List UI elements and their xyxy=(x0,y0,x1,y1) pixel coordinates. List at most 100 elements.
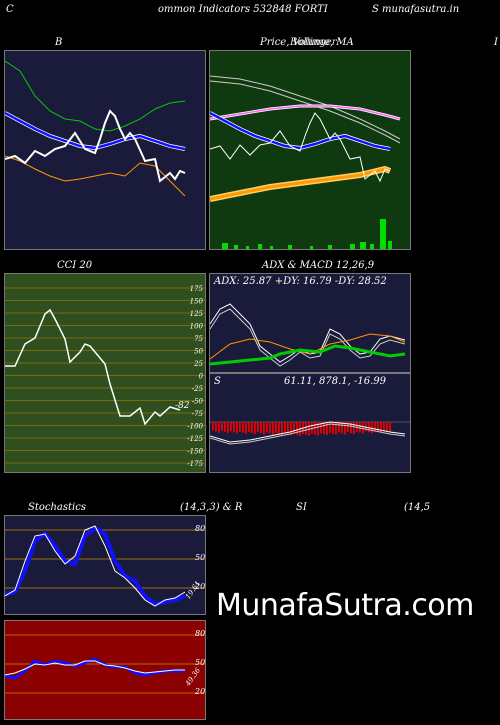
macd-histogram-bar xyxy=(254,422,256,435)
bb-middle-band xyxy=(5,111,186,151)
price-ma-magenta xyxy=(210,105,401,120)
macd-histogram-bar xyxy=(215,422,217,432)
macd-histogram-bar xyxy=(374,422,376,432)
macd-histogram-bar xyxy=(389,422,391,433)
macd-histogram-bar xyxy=(266,422,268,433)
cci-chart: 175 150 125 100 75 50 25 0 -25 -50 -75 -100 -125 -150… xyxy=(5,285,205,468)
price-panel xyxy=(209,50,411,250)
cci-tick-label: -175 xyxy=(187,460,203,468)
macd-histogram-bar xyxy=(236,422,238,434)
rsi-panel: 49.36 80 50 20 xyxy=(4,620,206,720)
adx-chart xyxy=(210,303,406,367)
stoch-label: Stochastics xyxy=(28,502,86,513)
macd-histogram-bar xyxy=(380,422,382,433)
macd-histogram-bar xyxy=(278,422,280,435)
price-ma-long-1 xyxy=(210,75,401,140)
adx-panel-label: ADX & MACD 12,26,9 xyxy=(262,260,375,271)
price-ma-blue-outer xyxy=(210,111,391,151)
price-panel-label: Price, Volume, MA xyxy=(260,37,354,48)
cci-tick-label: 25 xyxy=(193,360,203,368)
macd-histogram-bar xyxy=(344,422,346,435)
cci-tick-label: -150 xyxy=(187,448,203,456)
rsi-params: (14,5 xyxy=(404,502,431,513)
macd-signal-line xyxy=(210,423,406,445)
macd-histogram-bar xyxy=(311,422,313,434)
adx-orange-line xyxy=(210,333,406,360)
adx-minus-dy xyxy=(210,308,406,367)
cci-tick-label: 125 xyxy=(190,310,204,318)
cci-tick-label: -100 xyxy=(187,423,203,431)
macd-histogram-bar xyxy=(224,422,226,432)
cci-current-value: -82 xyxy=(175,401,190,411)
stoch-d-line xyxy=(5,525,186,607)
bb-lower-band xyxy=(5,155,186,197)
macd-histogram-bar xyxy=(275,422,277,433)
macd-histogram-bar xyxy=(338,422,340,433)
cci-panel-label: CCI 20 xyxy=(57,260,93,271)
bb-middle-band-outer xyxy=(5,111,186,151)
macd-histogram-bar xyxy=(263,422,265,435)
stoch-tick-50: 50 xyxy=(195,553,206,562)
site-label: S munafasutra.in xyxy=(372,4,460,15)
macd-histogram-bar xyxy=(341,422,343,434)
cci-tick-label: -125 xyxy=(187,435,203,443)
macd-left-label: S xyxy=(214,376,221,387)
rsi-tick-80: 80 xyxy=(195,629,206,638)
cci-tick-label: -75 xyxy=(192,410,204,418)
chart-title: ommon Indicators 532848 FORTI xyxy=(158,4,328,15)
macd-histogram-bar xyxy=(323,422,325,435)
rsi-white-line xyxy=(5,660,185,676)
cci-tick-label: -25 xyxy=(192,385,204,393)
macd-line xyxy=(210,421,406,443)
stoch-k-line xyxy=(5,525,186,607)
macd-histogram-bar xyxy=(269,422,271,434)
stoch-params: (14,3,3) & R xyxy=(180,502,243,513)
macd-histogram-bar xyxy=(290,422,292,436)
macd-histogram-bar xyxy=(296,422,298,435)
macd-histogram-bar xyxy=(293,422,295,434)
bb-price-line xyxy=(5,109,186,183)
cci-tick-label: 75 xyxy=(194,335,203,343)
macd-histogram-bar xyxy=(326,422,328,436)
macd-histogram-bar xyxy=(230,422,232,432)
macd-histogram-bar xyxy=(251,422,253,433)
stoch-tick-20: 20 xyxy=(195,582,206,591)
stochastic-chart xyxy=(5,525,205,607)
cci-panel: 175 150 125 100 75 50 25 0 -25 -50 -75 -100 -125 -150… xyxy=(4,273,206,473)
macd-histogram-bar xyxy=(212,422,214,431)
macd-histogram-bar xyxy=(245,422,247,434)
macd-histogram-bar xyxy=(305,422,307,435)
bb-upper-band xyxy=(5,60,186,132)
macd-histogram-bar xyxy=(383,422,385,431)
macd-histogram-bar xyxy=(377,422,379,432)
price-ma-orange xyxy=(210,167,391,201)
macd-histogram-bar xyxy=(260,422,262,434)
macd-histogram-bar xyxy=(227,422,229,433)
macd-histogram-bar xyxy=(317,422,319,436)
rsi-chart xyxy=(5,634,205,694)
rsi-tick-20: 20 xyxy=(195,687,206,696)
cci-tick-label: 100 xyxy=(190,323,204,331)
right-edge-label: I xyxy=(494,37,498,48)
bollinger-panel xyxy=(4,50,206,250)
cci-tick-label: 0 xyxy=(199,373,204,381)
rsi-label: SI xyxy=(296,502,307,513)
price-overlay-label: Bollinger xyxy=(290,37,337,48)
macd-histogram-bar xyxy=(287,422,289,435)
macd-histogram-bar xyxy=(233,422,235,433)
cci-tick-label: 175 xyxy=(190,285,204,293)
macd-histogram-bar xyxy=(281,422,283,436)
header-left-char: C xyxy=(6,4,14,15)
macd-histogram-bar xyxy=(362,422,364,434)
macd-histogram-bar xyxy=(335,422,337,435)
adx-green-line xyxy=(210,344,406,366)
cci-tick-label: -50 xyxy=(192,398,204,406)
macd-histogram-bar xyxy=(239,422,241,432)
macd-readout: 61.11, 878.1, -16.99 xyxy=(284,376,386,387)
macd-histogram-bar xyxy=(350,422,352,434)
macd-histogram-bar xyxy=(368,422,370,433)
bollinger-chart xyxy=(5,60,186,197)
stoch-tick-80: 80 xyxy=(195,524,206,533)
macd-histogram-bar xyxy=(329,422,331,433)
price-ma-blue xyxy=(210,111,391,151)
